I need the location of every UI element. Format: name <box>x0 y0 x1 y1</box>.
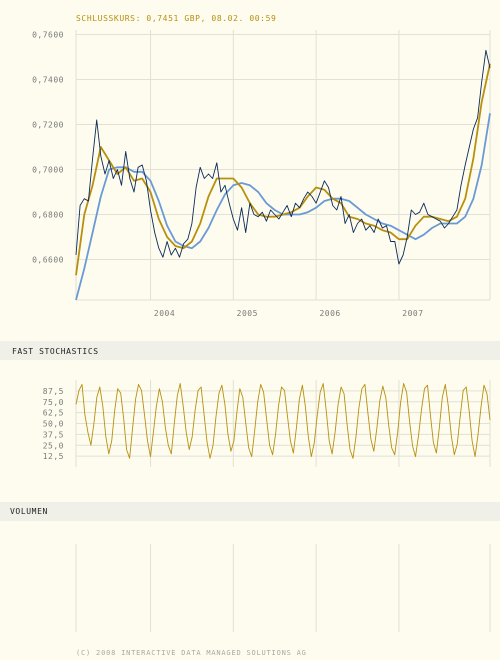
copyright-footer: (C) 2008 INTERACTIVE DATA MANAGED SOLUTI… <box>76 649 307 657</box>
stochastics-y-axis: 87,5 75,0 62,5 50,037,5 25,0 12,5 <box>43 387 64 461</box>
quote-label: SCHLUSSKURS: 0,7451 GBP, 08.02. 00:59 <box>76 14 276 23</box>
price-y-tick-label: 0,7600 <box>32 31 64 40</box>
price-y-axis: 0,6600 0,6800 0,7000 0,7200 0,7400 0,7600 <box>32 31 64 265</box>
price-x-tick-label: 2005 <box>237 309 258 318</box>
stochastics-series-group <box>75 383 491 459</box>
stochastics-y-tick-label: 87,5 <box>43 387 64 396</box>
stochastics-y-tick-label: 37,5 <box>43 430 64 439</box>
stochastics-title: FAST STOCHASTICS <box>12 347 99 356</box>
stochastics-y-tick-label: 25,0 <box>43 441 64 450</box>
moving-average-long-line <box>75 113 491 301</box>
price-x-axis: 2004 2005 2006 2007 <box>154 309 423 318</box>
price-y-tick-label: 0,7000 <box>32 166 64 175</box>
price-y-tick-label: 0,6600 <box>32 256 64 265</box>
price-series-group <box>75 49 491 301</box>
moving-average-short-line <box>75 63 491 276</box>
price-x-tick-label: 2006 <box>319 309 340 318</box>
volume-grid <box>75 544 491 632</box>
stochastics-y-tick-label: 12,5 <box>43 452 64 461</box>
stochastics-grid <box>75 380 491 467</box>
price-line <box>75 49 491 265</box>
price-grid <box>75 30 491 301</box>
volume-section-band <box>0 502 500 521</box>
stochastics-section-band <box>0 341 500 360</box>
volume-title: VOLUMEN <box>10 507 48 516</box>
stochastics-y-tick-label: 50,0 <box>43 420 64 429</box>
price-chart: 0,6600 0,6800 0,7000 0,7200 0,7400 0,7600 200… <box>32 30 491 318</box>
price-y-tick-label: 0,7200 <box>32 121 64 130</box>
price-x-tick-label: 2007 <box>402 309 423 318</box>
stochastics-y-tick-label: 62,5 <box>43 409 64 418</box>
stochastics-line <box>75 383 491 459</box>
stochastics-y-tick-label: 75,0 <box>43 398 64 407</box>
price-y-tick-label: 0,6800 <box>32 211 64 220</box>
price-x-tick-label: 2004 <box>154 309 175 318</box>
stochastics-chart: 87,5 75,0 62,5 50,037,5 25,0 12,5 <box>43 380 491 467</box>
price-y-tick-label: 0,7400 <box>32 76 64 85</box>
